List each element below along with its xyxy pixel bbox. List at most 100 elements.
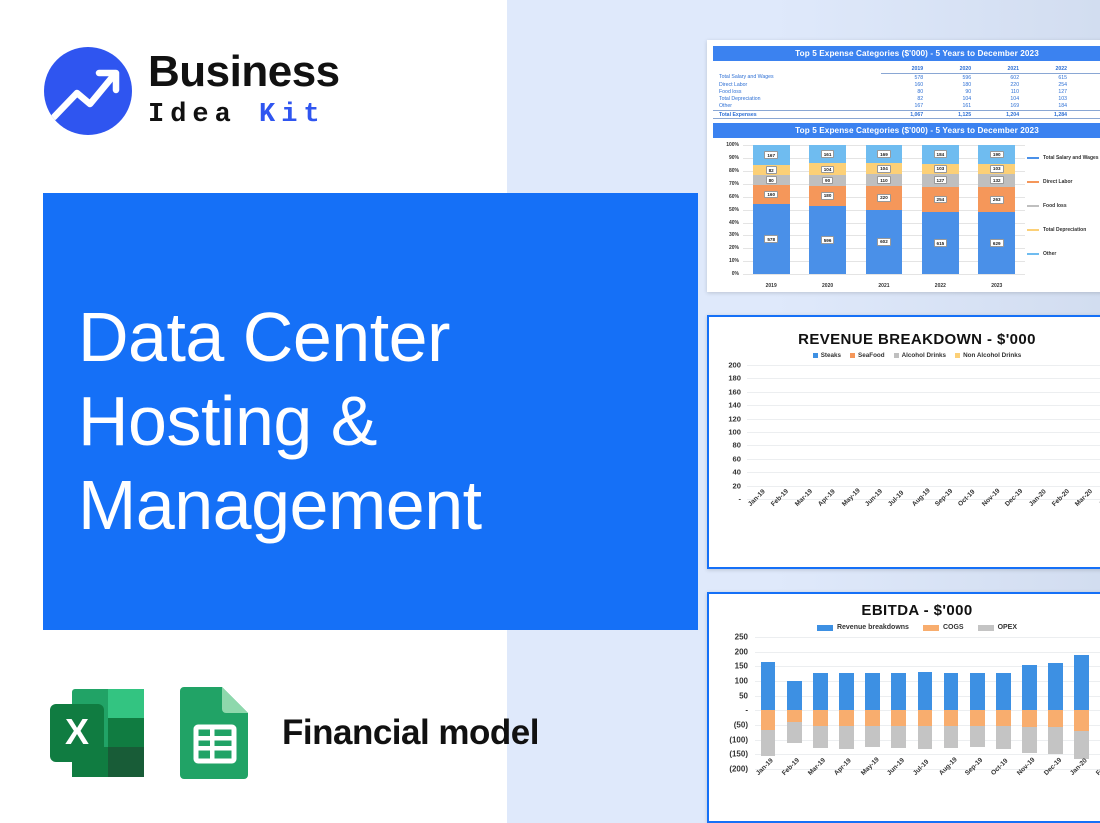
stacked-bar xyxy=(964,637,990,769)
y-tick-label: - xyxy=(745,705,748,715)
expense-chart-bars: 167 82 80 160 578 161 104 90 180 596 169 104 110 220 6… xyxy=(743,145,1025,275)
stacked-bar xyxy=(981,365,1004,499)
stacked-bar xyxy=(817,365,840,499)
legend-item[interactable]: Direct Labor xyxy=(1027,179,1100,185)
y-tick-label: 70% xyxy=(728,180,739,187)
stacked-bar: 184 103 127 254 615 xyxy=(922,145,959,275)
table-row: Direct Labor 160 180 220 254 263 xyxy=(713,81,1100,88)
y-tick-label: 20% xyxy=(728,245,739,252)
bar-value-label: 104 xyxy=(820,165,835,174)
microsoft-excel-icon: X xyxy=(42,683,150,783)
revenue-chart-y-axis: 200 180 160 140 120 100 80 60 40 20 - xyxy=(709,361,743,504)
bar-segment xyxy=(917,725,933,750)
y-tick-label: (150) xyxy=(729,749,748,759)
legend-swatch xyxy=(977,624,994,631)
bar-segment xyxy=(839,725,854,750)
bar-value-label: 169 xyxy=(877,150,891,159)
row-label: Food loss xyxy=(719,88,742,95)
legend-swatch xyxy=(1027,229,1039,232)
legend-item[interactable]: Revenue breakdowns xyxy=(816,624,909,631)
stacked-bar xyxy=(747,365,770,499)
bar-segment xyxy=(1022,665,1037,711)
legend-label: Total Salary and Wages xyxy=(1043,155,1099,162)
bar-segment: 615 xyxy=(922,212,959,275)
bar-value-label: 629 xyxy=(989,239,1004,248)
bar-segment xyxy=(1074,655,1090,711)
table-header-row: 2019 2020 2021 2022 2023 xyxy=(713,65,1100,74)
bar-value-label: 90 xyxy=(822,176,834,185)
bar-segment: 167 xyxy=(752,145,790,166)
legend-item[interactable]: COGS xyxy=(922,624,964,631)
row-value: 578 xyxy=(914,74,924,81)
legend-swatch xyxy=(893,353,899,358)
bar-segment xyxy=(891,673,907,711)
legend-item[interactable]: Total Salary and Wages xyxy=(1027,155,1100,161)
legend-item[interactable]: Non Alcohol Drinks xyxy=(955,352,1021,359)
col-header-label xyxy=(713,65,881,74)
bar-segment xyxy=(1048,710,1063,728)
bar-segment xyxy=(969,710,985,726)
row-value: 104 xyxy=(962,96,972,103)
stacked-bar xyxy=(833,637,859,769)
x-tick-label: 2021 xyxy=(878,283,890,290)
legend-label: Alcohol Drinks xyxy=(901,352,947,359)
revenue-breakdown-card[interactable]: REVENUE BREAKDOWN - $'000 Steaks SeaFood A… xyxy=(707,315,1100,569)
legend-item[interactable]: SeaFood xyxy=(850,352,885,359)
row-value: 110 xyxy=(1010,88,1020,95)
revenue-chart-title: REVENUE BREAKDOWN - $'000 xyxy=(798,331,1036,348)
bar-value-label: 161 xyxy=(820,150,835,159)
expense-table-title: Top 5 Expense Categories ($'000) - 5 Yea… xyxy=(713,46,1100,61)
bar-segment xyxy=(839,673,854,711)
legend-item[interactable]: Other xyxy=(1027,251,1100,257)
ebitda-chart-plot xyxy=(755,637,1100,770)
bar-segment: 104 xyxy=(865,163,903,175)
legend-swatch xyxy=(1027,181,1039,184)
y-tick-label: 80% xyxy=(728,167,739,174)
bar-segment: 110 xyxy=(865,174,903,187)
y-tick-label: 100 xyxy=(728,427,741,437)
legend-item[interactable]: Steaks xyxy=(812,352,841,359)
legend-label: Other xyxy=(1043,251,1057,258)
x-tick-label: 2019 xyxy=(765,283,777,290)
bar-segment xyxy=(760,661,776,711)
legend-item[interactable]: Total Depreciation xyxy=(1027,227,1100,233)
brand-logo[interactable]: Business Idea Kit xyxy=(44,45,344,137)
expense-categories-card[interactable]: Top 5 Expense Categories ($'000) - 5 Yea… xyxy=(707,40,1100,292)
bar-segment xyxy=(865,673,880,711)
legend-item[interactable]: OPEX xyxy=(977,624,1017,631)
y-tick-label: 60 xyxy=(732,454,741,464)
row-label: Total Salary and Wages xyxy=(719,74,774,81)
legend-item[interactable]: Food loss xyxy=(1027,203,1100,209)
stacked-bar xyxy=(1043,637,1069,769)
ebitda-card[interactable]: EBITDA - $'000 Revenue breakdowns COGS OPE… xyxy=(707,592,1100,823)
revenue-chart-x-axis: Jan-19 Feb-19 Mar-19 Apr-19 May-19 Jun-19 Jul-… xyxy=(747,487,1100,545)
col-header-2020: 2020 xyxy=(929,65,978,74)
revenue-chart-plot xyxy=(747,365,1100,500)
col-header-2022: 2022 xyxy=(1025,65,1074,74)
bar-segment xyxy=(760,710,776,730)
row-value: 263 xyxy=(1073,81,1100,88)
y-tick-label: 60% xyxy=(728,193,739,200)
y-tick-label: 200 xyxy=(734,647,748,657)
stacked-bar xyxy=(770,365,793,499)
bar-segment xyxy=(813,673,828,711)
bar-value-label: 132 xyxy=(989,176,1004,185)
bar-segment xyxy=(943,725,959,748)
legend-label: Revenue breakdowns xyxy=(836,624,909,631)
bar-segment: 104 xyxy=(809,163,846,176)
bar-segment xyxy=(943,673,959,711)
stacked-bar xyxy=(781,637,807,769)
row-value: 190 xyxy=(1073,103,1100,111)
legend-swatch xyxy=(850,353,856,358)
row-value: 629 xyxy=(1073,74,1100,82)
row-value: 161 xyxy=(962,103,972,110)
row-label: Total Depreciation xyxy=(719,96,761,103)
legend-item[interactable]: Alcohol Drinks xyxy=(893,352,947,359)
bar-segment xyxy=(996,673,1011,711)
table-row: Food loss 80 90 110 127 132 xyxy=(713,88,1100,95)
bar-segment xyxy=(1048,663,1063,711)
total-value: 1,204 xyxy=(977,109,1026,120)
stacked-bar xyxy=(860,637,886,769)
